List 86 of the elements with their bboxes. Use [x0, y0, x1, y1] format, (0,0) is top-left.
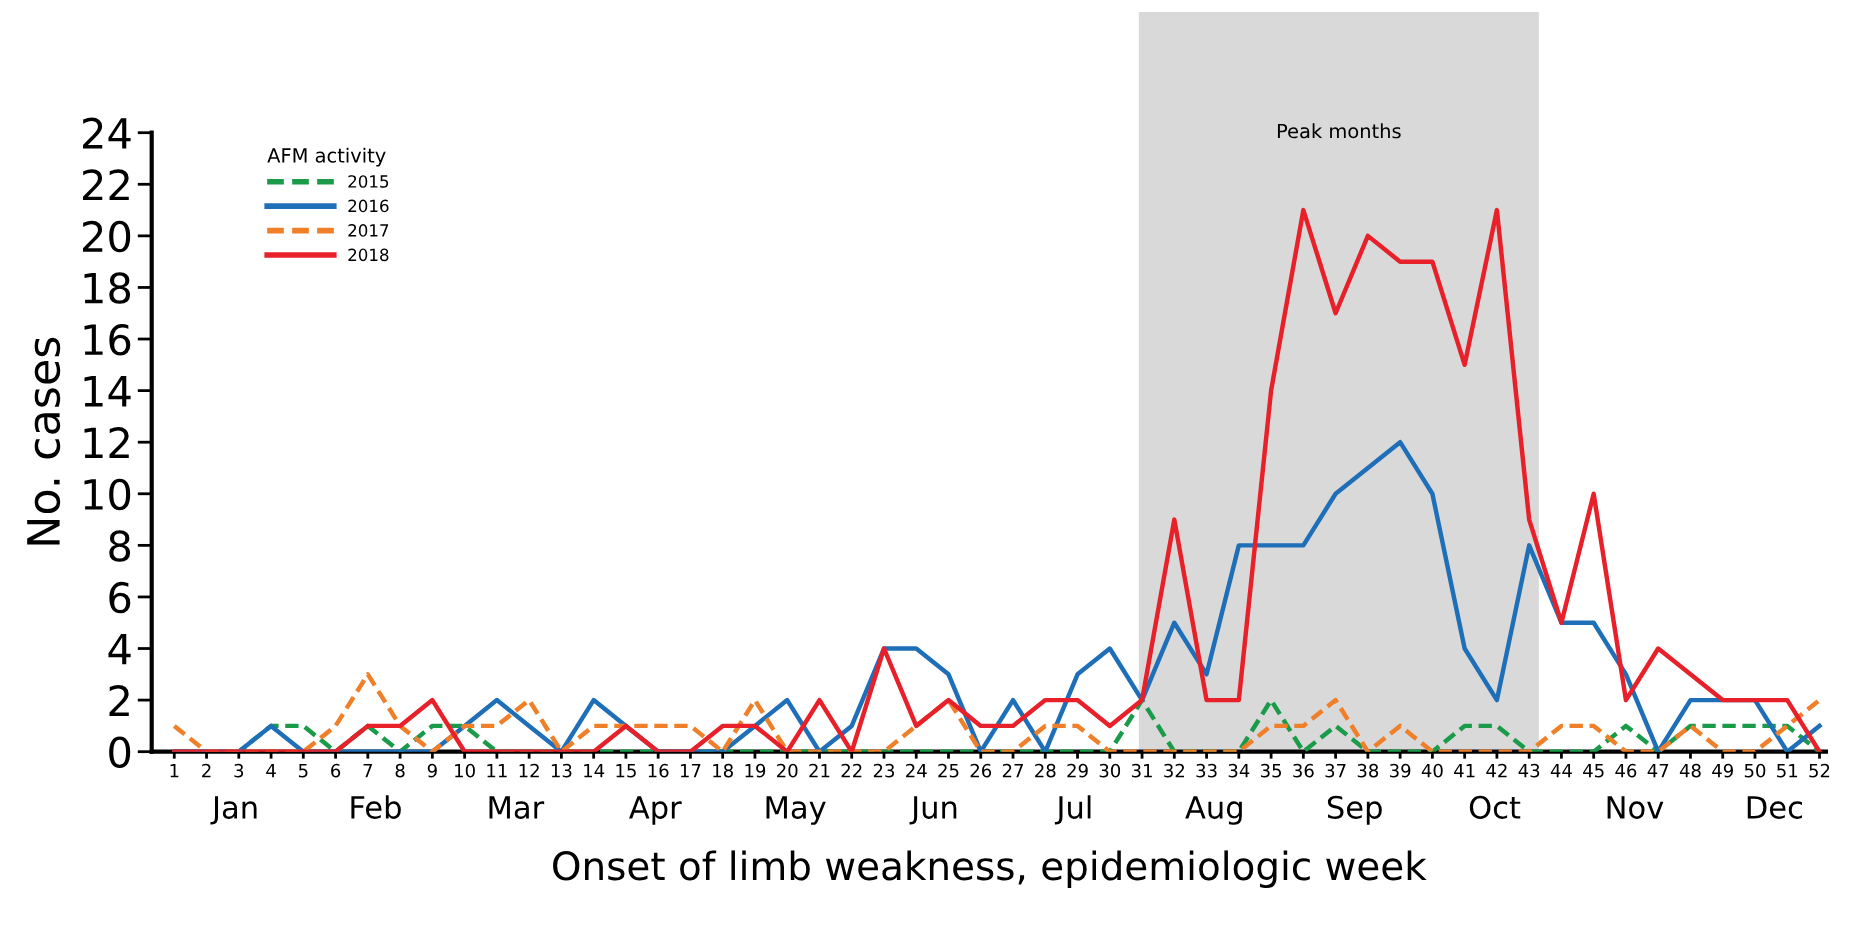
- text: Jun: [909, 796, 957, 825]
- x-tick-label: 36: [1293, 763, 1314, 778]
- y-tick-label: 10: [84, 478, 131, 511]
- x-tick-label: 50: [1744, 763, 1766, 778]
- x-tick-label: 49: [1712, 763, 1733, 778]
- y-tick-label: 6: [109, 581, 131, 614]
- x-tick-label: 44: [1550, 764, 1572, 778]
- x-tick-label: 16: [648, 763, 669, 778]
- text: Nov: [1607, 796, 1664, 819]
- x-tick-label: 38: [1357, 763, 1379, 778]
- x-tick-label: 23: [873, 763, 895, 778]
- y-tick-label: 4: [108, 633, 131, 665]
- y-tick-label: 16: [84, 323, 131, 356]
- x-tick-label: 15: [616, 764, 636, 778]
- y-tick-label: 24: [82, 117, 131, 149]
- text: Sep: [1327, 795, 1382, 825]
- text: Feb: [351, 795, 401, 819]
- x-tick-label: 21: [809, 763, 830, 778]
- band-label: Peak months: [1277, 123, 1401, 139]
- x-tick-label: 6: [331, 763, 341, 778]
- x-tick-label: 39: [1390, 763, 1411, 778]
- x-tick-label: 52: [1809, 763, 1830, 778]
- x-tick-label: 40: [1421, 763, 1443, 778]
- y-tick-label: 22: [82, 169, 129, 201]
- x-tick-label: 20: [777, 763, 798, 778]
- x-tick-label: 42: [1486, 763, 1507, 778]
- x-tick-label: 43: [1518, 763, 1540, 778]
- y-tick-label: 0: [109, 736, 131, 769]
- x-tick-label: 26: [970, 763, 992, 778]
- x-tick-label: 3: [234, 763, 244, 778]
- x-tick-label: 33: [1196, 763, 1217, 778]
- y-tick-label: 20: [82, 220, 131, 253]
- text: Dec: [1747, 796, 1802, 819]
- x-tick-label: 24: [906, 763, 927, 778]
- legend-title: AFM activity: [267, 147, 386, 167]
- x-axis-title: Onset of limb weakness, epidemiologic week: [553, 850, 1427, 889]
- text: Aug: [1185, 796, 1242, 825]
- x-tick-label: 17: [680, 764, 701, 778]
- text: May: [766, 796, 826, 825]
- x-tick-label: 9: [427, 763, 437, 778]
- x-tick-label: 8: [395, 763, 405, 778]
- x-tick-label: 4: [266, 764, 276, 778]
- text: Oct: [1469, 795, 1521, 819]
- line-series: [172, 672, 1822, 752]
- x-tick-label: 47: [1647, 764, 1669, 778]
- x-tick-label: 51: [1777, 764, 1798, 778]
- x-tick-label: 10: [455, 763, 475, 778]
- x-tick-label: 13: [551, 763, 572, 778]
- x-tick-label: 32: [1164, 763, 1184, 778]
- x-tick-label: 34: [1228, 763, 1250, 778]
- x-tick-label: 12: [519, 763, 539, 778]
- text: Jul: [1054, 795, 1091, 825]
- y-tick-label: 8: [109, 530, 131, 562]
- x-tick-label: 11: [487, 764, 507, 778]
- text: Jan: [210, 796, 257, 825]
- x-tick-label: 1: [170, 764, 179, 778]
- x-tick-label: 27: [1002, 763, 1023, 778]
- x-tick-label: 7: [363, 764, 373, 778]
- x-tick-label: 48: [1679, 763, 1701, 778]
- x-tick-label: 30: [1099, 763, 1121, 778]
- x-tick-label: 2: [202, 763, 211, 778]
- legend-label: 2016: [348, 199, 389, 213]
- x-tick-label: 22: [841, 763, 862, 778]
- text: Apr: [629, 796, 682, 825]
- x-tick-label: 5: [298, 764, 308, 778]
- y-tick-label: 2: [109, 685, 129, 716]
- x-tick-label: 29: [1067, 763, 1088, 778]
- y-tick-label: 18: [84, 272, 131, 304]
- y-tick-label: 14: [84, 376, 131, 407]
- legend-label: 2017: [348, 224, 389, 237]
- x-tick-label: 46: [1615, 763, 1637, 778]
- legend-label: 2018: [348, 248, 389, 262]
- x-tick-label: 41: [1454, 764, 1475, 778]
- text: Mar: [489, 796, 545, 819]
- x-tick-label: 35: [1260, 763, 1281, 778]
- x-tick-label: 25: [938, 763, 959, 778]
- x-tick-label: 14: [584, 764, 605, 778]
- x-tick-label: 31: [1131, 763, 1152, 778]
- x-tick-label: 28: [1035, 763, 1056, 778]
- y-axis-title: No. cases: [27, 337, 61, 545]
- x-tick-label: 45: [1583, 764, 1604, 778]
- x-tick-label: 19: [745, 763, 766, 778]
- x-tick-label: 37: [1325, 763, 1346, 778]
- x-tick-label: 18: [713, 763, 733, 778]
- y-tick-label: 12: [84, 427, 129, 459]
- legend-label: 2015: [348, 175, 389, 188]
